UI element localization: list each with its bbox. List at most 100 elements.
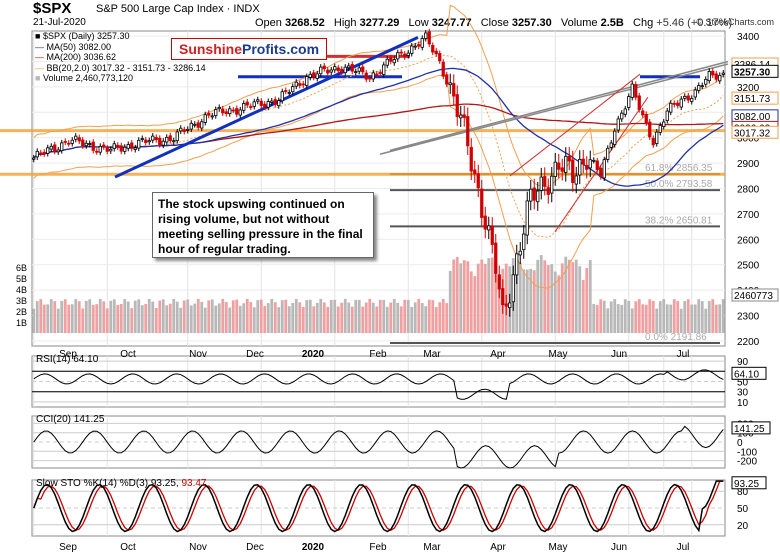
candle-body [63,141,67,143]
volume-bar [679,308,683,333]
volume-bar [431,300,435,333]
volume-bar [116,305,120,333]
candle-body [529,188,533,202]
volume-bar [536,259,540,333]
candle-body [410,45,414,54]
volume-bar [98,299,102,333]
volume-bar [249,302,253,333]
cci-value-box [731,421,771,435]
volume-bar [315,302,319,333]
price-value-label: 2460773 [734,291,773,302]
candle-body [49,145,53,150]
candle-body [39,152,43,155]
volume-tick: 1B [16,318,27,328]
candle-body [375,73,379,76]
candle-body [151,135,155,141]
trendline-gray-2 [379,63,729,155]
x-label-bottom: Jun [611,542,627,552]
volume-bar [441,298,445,333]
volume-bar [462,260,466,333]
volume-bar [665,304,669,333]
candle-body [329,69,333,73]
candle-body [616,118,620,131]
candle-body [557,162,561,170]
trendline-gray-1 [389,60,729,152]
candle-body [630,83,634,98]
volume-bar [438,302,442,333]
volume-bar [385,306,389,333]
volume-bar [623,299,627,333]
volume-bar [413,302,417,333]
volume-bar [228,307,232,333]
candle-body [711,70,715,76]
candle-body [133,147,137,150]
annotation-box: The stock upswing continued on rising vo… [152,192,374,258]
volume-bar [305,300,309,333]
candle-body [200,121,204,129]
volume-bar [35,301,39,333]
candle-body [525,200,529,236]
volume-tick: 5B [16,274,27,284]
x-label-price: Sep [59,349,77,360]
x-label-bottom: Mar [423,542,441,552]
candle-body [67,142,71,145]
volume-bar [434,307,438,333]
candle-body [655,131,659,144]
volume-bar [588,260,592,333]
volume-bar [161,299,165,333]
candle-body [648,121,652,138]
volume-bar [683,301,687,333]
candle-body [609,142,613,148]
candle-body [389,57,393,62]
candle-body [466,116,470,147]
volume-bar [420,302,424,333]
candle-body [319,66,323,75]
volume-bar [172,298,176,333]
candle-body [564,155,568,173]
candle-body [462,114,466,118]
candle-body [119,145,123,152]
volume-bar [452,259,456,333]
candle-body [515,253,519,276]
price-y-tick: 3200 [737,83,760,94]
candle-body [445,74,449,85]
volume-bar [147,299,151,333]
price-y-tick: 2300 [737,312,760,323]
candle-body [347,65,351,69]
bb-lower [33,74,724,289]
volume-bar [340,302,344,333]
candle-body [53,144,57,152]
cci-title: CCI(20) 141.25 [36,414,105,425]
trendline-red-1 [509,73,641,177]
candle-body [270,100,274,103]
candle-body [508,302,512,308]
candle-body [112,143,116,149]
candle-body [196,122,200,128]
candle-body [315,73,319,79]
candle-body [501,288,505,306]
volume-bar [424,306,428,333]
candle-body [651,137,655,146]
volume-bar [221,298,225,333]
volume-bar [242,303,246,333]
candle-body [592,159,596,162]
candle-body [175,131,179,142]
x-label-bottom: Nov [189,542,207,552]
volume-bar [217,303,221,333]
candle-body [147,140,151,143]
candle-body [497,274,501,290]
volume-bar [364,302,368,333]
volume-bar [119,303,123,333]
price-value-box [731,91,779,105]
volume-bar [77,301,81,333]
volume-bar [525,269,529,333]
rsi-title: RSI(14) 64.10 [36,354,99,365]
volume-bar [291,302,295,333]
volume-bar [560,263,564,333]
candle-body [581,158,585,165]
price-y-tick: 2700 [737,210,760,221]
candle-body [361,66,365,73]
candle-body [287,92,291,94]
sto-title: Slow STO %K(14) %D(3) 93.25, 93.47 [36,478,207,489]
volume-bar [389,302,393,333]
